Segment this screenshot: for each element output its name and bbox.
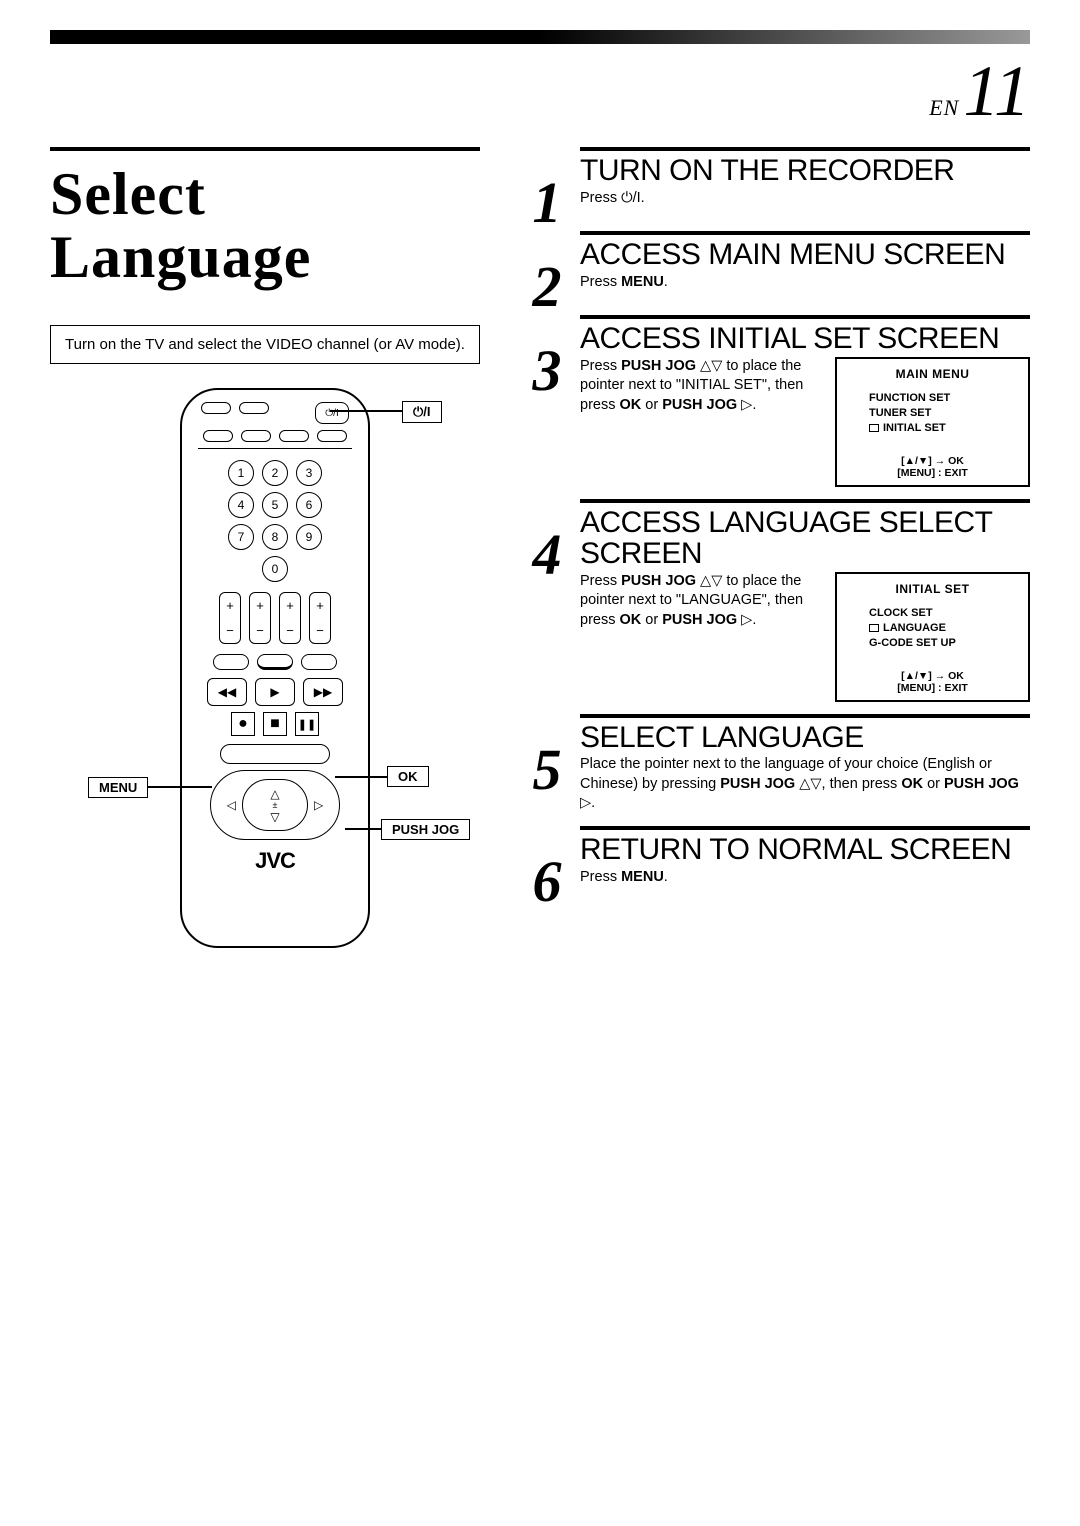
step-number: 5 [520,736,574,803]
step-3: 3 ACCESS INITIAL SET SCREEN Press PUSH J… [580,315,1030,487]
step-number: 1 [520,169,574,236]
callout-ok: OK [387,766,429,787]
page-number: EN 11 [50,50,1030,133]
pointer-icon [869,624,879,632]
step-body: Press PUSH JOG △▽ to place the pointer n… [580,357,821,416]
step-body: Press MENU. [580,868,1030,888]
page-prefix: EN [929,95,959,120]
step-2: 2 ACCESS MAIN MENU SCREEN Press MENU. [580,231,1030,303]
step-4: 4 ACCESS LANGUAGE SELECT SCREEN Press PU… [580,499,1030,702]
main-title: Select Language [50,147,480,289]
page-num-value: 11 [963,51,1030,131]
header-bar [50,30,1030,44]
screen-initial-set: INITIAL SET CLOCK SET LANGUAGE G-CODE SE… [835,572,1030,702]
callout-menu: MENU [88,777,148,798]
step-title: ACCESS MAIN MENU SCREEN [580,239,1030,271]
step-number: 6 [520,848,574,915]
step-number: 2 [520,253,574,320]
step-title: TURN ON THE RECORDER [580,155,1030,187]
pointer-icon [869,424,879,432]
step-title: ACCESS LANGUAGE SELECT SCREEN [580,507,1030,570]
step-body: Place the pointer next to the language o… [580,755,1030,814]
step-body: Press PUSH JOG △▽ to place the pointer n… [580,572,821,631]
remote-illustration: ⏻/I 123 456 789 0 +−+−+−+− ◀◀▶▶▶ ●■❚❚ ◁ … [50,388,480,988]
callout-power: ⏻/I [402,401,442,423]
step-number: 4 [520,521,574,588]
callout-pushjog: PUSH JOG [381,819,470,840]
step-number: 3 [520,337,574,404]
right-column: 1 TURN ON THE RECORDER Press ⏻/I. 2 ACCE… [520,147,1030,988]
brand-logo: JVC [182,848,368,874]
step-5: 5 SELECT LANGUAGE Place the pointer next… [580,714,1030,814]
step-1: 1 TURN ON THE RECORDER Press ⏻/I. [580,147,1030,219]
step-title: SELECT LANGUAGE [580,722,1030,754]
step-body: Press ⏻/I. [580,189,1030,209]
step-title: ACCESS INITIAL SET SCREEN [580,323,1030,355]
step-6: 6 RETURN TO NORMAL SCREEN Press MENU. [580,826,1030,898]
note-box: Turn on the TV and select the VIDEO chan… [50,325,480,364]
screen-main-menu: MAIN MENU FUNCTION SET TUNER SET INITIAL… [835,357,1030,487]
left-column: Select Language Turn on the TV and selec… [50,147,480,988]
step-title: RETURN TO NORMAL SCREEN [580,834,1030,866]
step-body: Press MENU. [580,273,1030,293]
